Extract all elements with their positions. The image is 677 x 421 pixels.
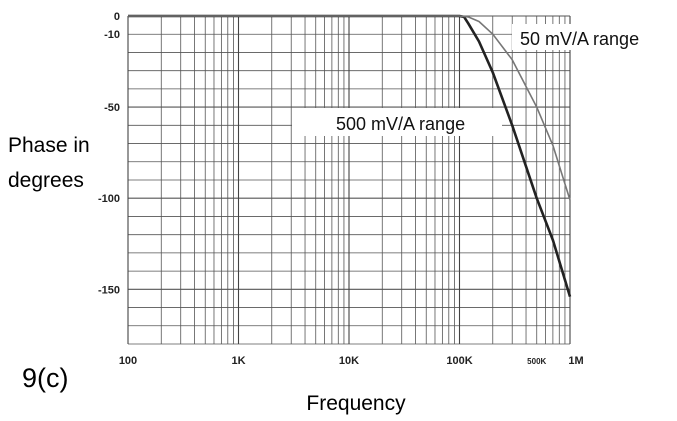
y-tick-label: 0 — [114, 11, 120, 23]
tick-labels: 0 -10 -50 -100 -150 100 1K 10K 100K 500K 1M — [98, 11, 584, 367]
x-tick-label: 100K — [446, 355, 472, 367]
annotation-500mv: 500 mV/A range — [336, 114, 465, 134]
y-tick-label: -10 — [104, 29, 120, 41]
x-tick-label: 10K — [339, 355, 359, 367]
x-axis-label: Frequency — [306, 392, 406, 415]
annotation-50mv: 50 mV/A range — [520, 29, 639, 49]
x-tick-label: 1K — [231, 355, 245, 367]
y-tick-label: -50 — [104, 102, 120, 114]
x-tick-label: 500K — [527, 357, 546, 366]
y-axis-label-line-1: Phase in — [8, 134, 90, 157]
figure-label: 9(c) — [22, 363, 69, 393]
x-tick-label: 1M — [568, 355, 583, 367]
y-tick-label: -150 — [98, 284, 120, 296]
x-tick-label: 100 — [119, 355, 137, 367]
y-axis-label-line-2: degrees — [8, 169, 84, 192]
series-line-50mv — [128, 15, 571, 201]
annotation-bg-50 — [512, 24, 672, 50]
annotation-bg-500 — [292, 108, 502, 136]
major-grid — [127, 16, 571, 344]
y-tick-label: -100 — [98, 193, 120, 205]
series-layer — [128, 14, 572, 297]
